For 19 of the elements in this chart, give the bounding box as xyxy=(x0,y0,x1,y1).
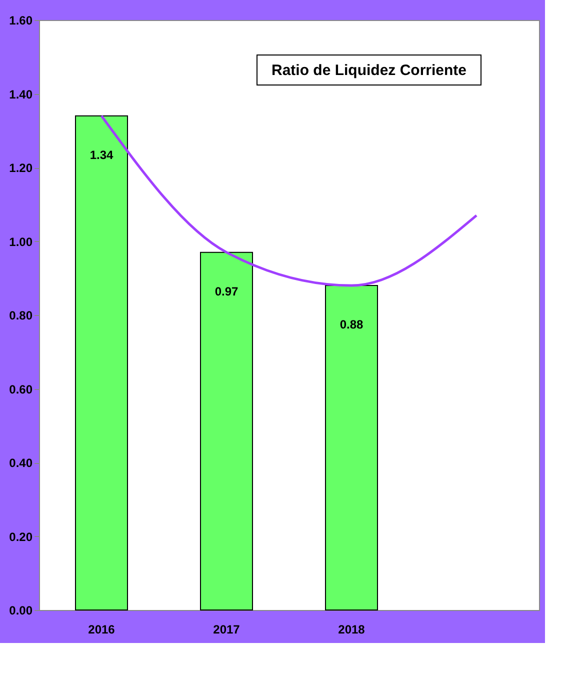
y-tick-label: 1.00 xyxy=(9,234,33,249)
x-tick-label: 2016 xyxy=(88,622,116,636)
y-tick-label: 0.60 xyxy=(9,382,33,396)
x-tick-label: 2017 xyxy=(213,622,240,636)
x-tick-label: 2018 xyxy=(338,622,366,636)
y-tick-label: 0.20 xyxy=(9,530,33,544)
y-tick-label: 1.40 xyxy=(9,87,33,102)
bar xyxy=(75,115,128,610)
y-tick-label: 0.00 xyxy=(9,604,33,618)
text: 1.34 xyxy=(90,148,114,162)
text: 0.97 xyxy=(214,284,238,298)
text: Ratio de Liquidez Corriente xyxy=(271,62,467,79)
y-tick-label: 1.60 xyxy=(9,14,33,28)
bar xyxy=(325,285,378,610)
text: 0.88 xyxy=(340,318,364,332)
y-tick-label: 0.40 xyxy=(9,456,33,470)
y-tick-label: 0.80 xyxy=(9,308,33,322)
bar xyxy=(200,252,253,610)
y-tick-label: 1.20 xyxy=(9,161,33,175)
